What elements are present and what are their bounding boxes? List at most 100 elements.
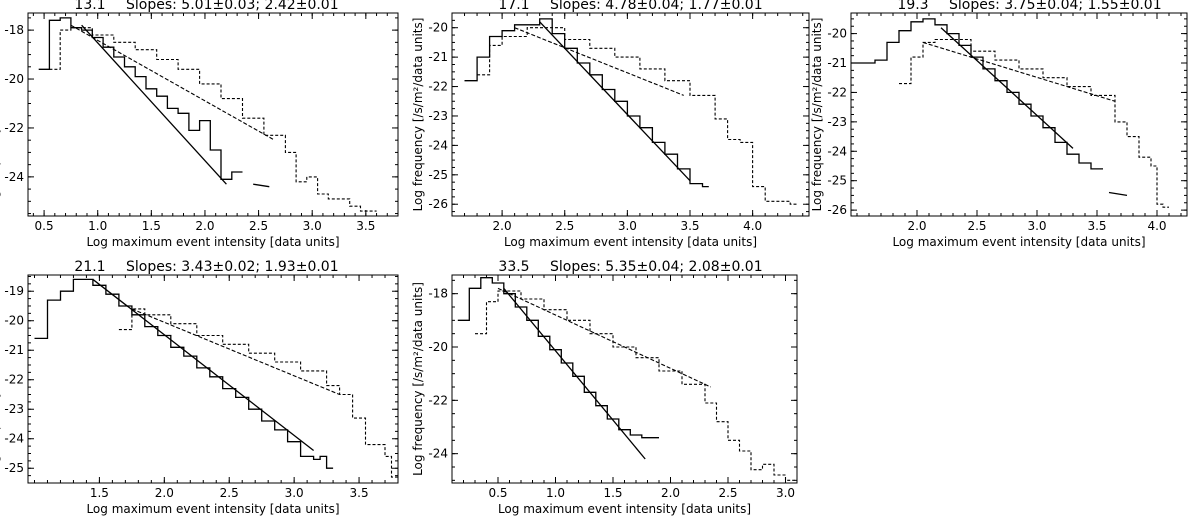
x-axis-label: Log maximum event intensity [data units] [504, 235, 757, 249]
dashed-fit-line [922, 41, 1116, 102]
plot-frame [27, 274, 399, 484]
solid-histogram-tail [1108, 191, 1128, 197]
y-tick-label: -22 [827, 85, 847, 99]
chart-panel-33.5: 0.5 1.0 1.5 2.0 2.5 3.0 -24 -22 -20 -18 33.5 Slopes… [411, 259, 798, 516]
solid-histogram [464, 18, 709, 188]
y-tick-label: -18 [4, 23, 24, 37]
x-tick-label: 2.0 [195, 219, 214, 233]
dashed-histogram [477, 27, 797, 205]
y-axis-label: Log frequency [/s/m²/data units] [411, 18, 425, 212]
y-tick-label: -20 [428, 340, 448, 354]
y-tick-label: -26 [428, 197, 448, 211]
y-tick-label: -22 [428, 393, 448, 407]
y-tick-label: -24 [4, 432, 24, 446]
panel-wavelength-label: 13.1 [74, 0, 105, 13]
dashed-histogram [475, 290, 795, 481]
y-tick-label: -21 [4, 343, 24, 357]
panel-slopes-label: Slopes: 4.78±0.04; 1.77±0.01 [550, 0, 763, 13]
dashed-fit-line [70, 24, 275, 141]
x-tick-label: 2.5 [220, 486, 239, 500]
dashed-histogram [118, 308, 398, 478]
x-tick-label: 0.5 [488, 486, 507, 500]
solid-fit-line [503, 287, 646, 460]
plot-frame [850, 12, 1188, 217]
dashed-fit-line [497, 287, 711, 388]
solid-histogram [38, 17, 243, 180]
chart-panel-21.1: 1.5 2.0 2.5 3.0 3.5 -25 -24 -23 -22 -21 -20 -19 21.1… [0, 259, 399, 516]
panel-slopes-label: Slopes: 3.43±0.02; 1.93±0.01 [126, 259, 339, 275]
y-tick-label: -21 [827, 56, 847, 70]
x-tick-label: 1.5 [603, 486, 622, 500]
dashed-fit-line [131, 308, 340, 395]
y-axis-label: Log frequency [/s/m²/data units] [411, 282, 425, 476]
y-tick-label: -22 [428, 80, 448, 94]
x-tick-label: 1.0 [88, 219, 107, 233]
chart-panel-17.1: 2.0 2.5 3.0 3.5 4.0 -26 -25 -24 -23 -22 -21 -20 17.1… [411, 0, 810, 249]
y-tick-label: -25 [428, 168, 448, 182]
y-tick-label: -20 [428, 21, 448, 35]
x-tick-label: 2.5 [249, 219, 268, 233]
x-tick-label: 1.5 [142, 219, 161, 233]
x-tick-label: 4.0 [743, 219, 762, 233]
x-tick-label: 2.0 [155, 486, 174, 500]
y-tick-label: -18 [428, 287, 448, 301]
y-tick-label: -23 [827, 115, 847, 129]
y-tick-label: -24 [428, 447, 448, 461]
dashed-histogram [49, 27, 377, 212]
chart-panel-19.3: 2.0 2.5 3.0 3.5 4.0 -26 -25 -24 -23 -22 -21 -20 19.3… [810, 0, 1188, 249]
x-tick-label: 1.5 [90, 486, 109, 500]
x-tick-label: 3.0 [776, 486, 795, 500]
x-tick-label: 3.5 [1087, 219, 1106, 233]
x-axis-label: Log maximum event intensity [data units] [86, 235, 339, 249]
x-axis-label: Log maximum event intensity [data units] [892, 235, 1145, 249]
y-axis-label: Log frequency [/s/m²/data units] [0, 18, 1, 212]
x-axis-label: Log maximum event intensity [data units] [498, 502, 751, 516]
panel-wavelength-label: 33.5 [498, 259, 529, 275]
y-tick-label: -22 [4, 373, 24, 387]
panel-wavelength-label: 21.1 [74, 259, 105, 275]
x-tick-label: 3.0 [285, 486, 304, 500]
y-tick-label: -23 [428, 109, 448, 123]
y-tick-label: -20 [4, 72, 24, 86]
y-tick-label: -22 [4, 121, 24, 135]
y-tick-label: -24 [4, 170, 24, 184]
y-tick-label: -25 [827, 174, 847, 188]
solid-fit-line [940, 27, 1074, 149]
y-tick-label: -21 [428, 50, 448, 64]
plot-frame [451, 12, 810, 217]
y-tick-label: -25 [4, 461, 24, 475]
x-tick-label: 3.5 [350, 486, 369, 500]
y-tick-label: -26 [827, 203, 847, 217]
x-tick-label: 0.5 [35, 219, 54, 233]
plot-frame [451, 274, 798, 484]
dashed-fit-line [514, 27, 684, 96]
solid-fit-line [81, 24, 227, 185]
y-tick-label: -23 [4, 402, 24, 416]
x-axis-label: Log maximum event intensity [data units] [86, 502, 339, 516]
x-tick-label: 2.0 [907, 219, 926, 233]
panel-slopes-label: Slopes: 3.75±0.04; 1.55±0.01 [949, 0, 1162, 13]
x-tick-label: 4.0 [1147, 219, 1166, 233]
solid-histogram [457, 277, 659, 439]
solid-histogram [851, 18, 1103, 170]
x-tick-label: 2.5 [967, 219, 986, 233]
solid-fit-line [539, 21, 691, 182]
y-axis-label: Log frequency [/s/m²/data units] [0, 282, 1, 476]
x-tick-label: 2.0 [493, 219, 512, 233]
plot-frame [27, 12, 399, 217]
x-tick-label: 2.5 [555, 219, 574, 233]
x-tick-label: 3.0 [1027, 219, 1046, 233]
panel-slopes-label: Slopes: 5.35±0.04; 2.08±0.01 [550, 259, 763, 275]
x-tick-label: 2.0 [661, 486, 680, 500]
solid-histogram [34, 278, 334, 469]
x-tick-label: 3.5 [356, 219, 375, 233]
y-tick-label: -24 [827, 144, 847, 158]
chart-panel-13.1: 0.5 1.0 1.5 2.0 2.5 3.0 3.5 -24 -22 -20 -18 13.1 Slo… [0, 0, 399, 249]
panel-wavelength-label: 19.3 [897, 0, 928, 13]
y-tick-label: -20 [827, 27, 847, 41]
panel-wavelength-label: 17.1 [498, 0, 529, 13]
x-tick-label: 3.5 [680, 219, 699, 233]
panel-slopes-label: Slopes: 5.01±0.03; 2.42±0.01 [126, 0, 339, 13]
dashed-histogram [899, 38, 1169, 208]
